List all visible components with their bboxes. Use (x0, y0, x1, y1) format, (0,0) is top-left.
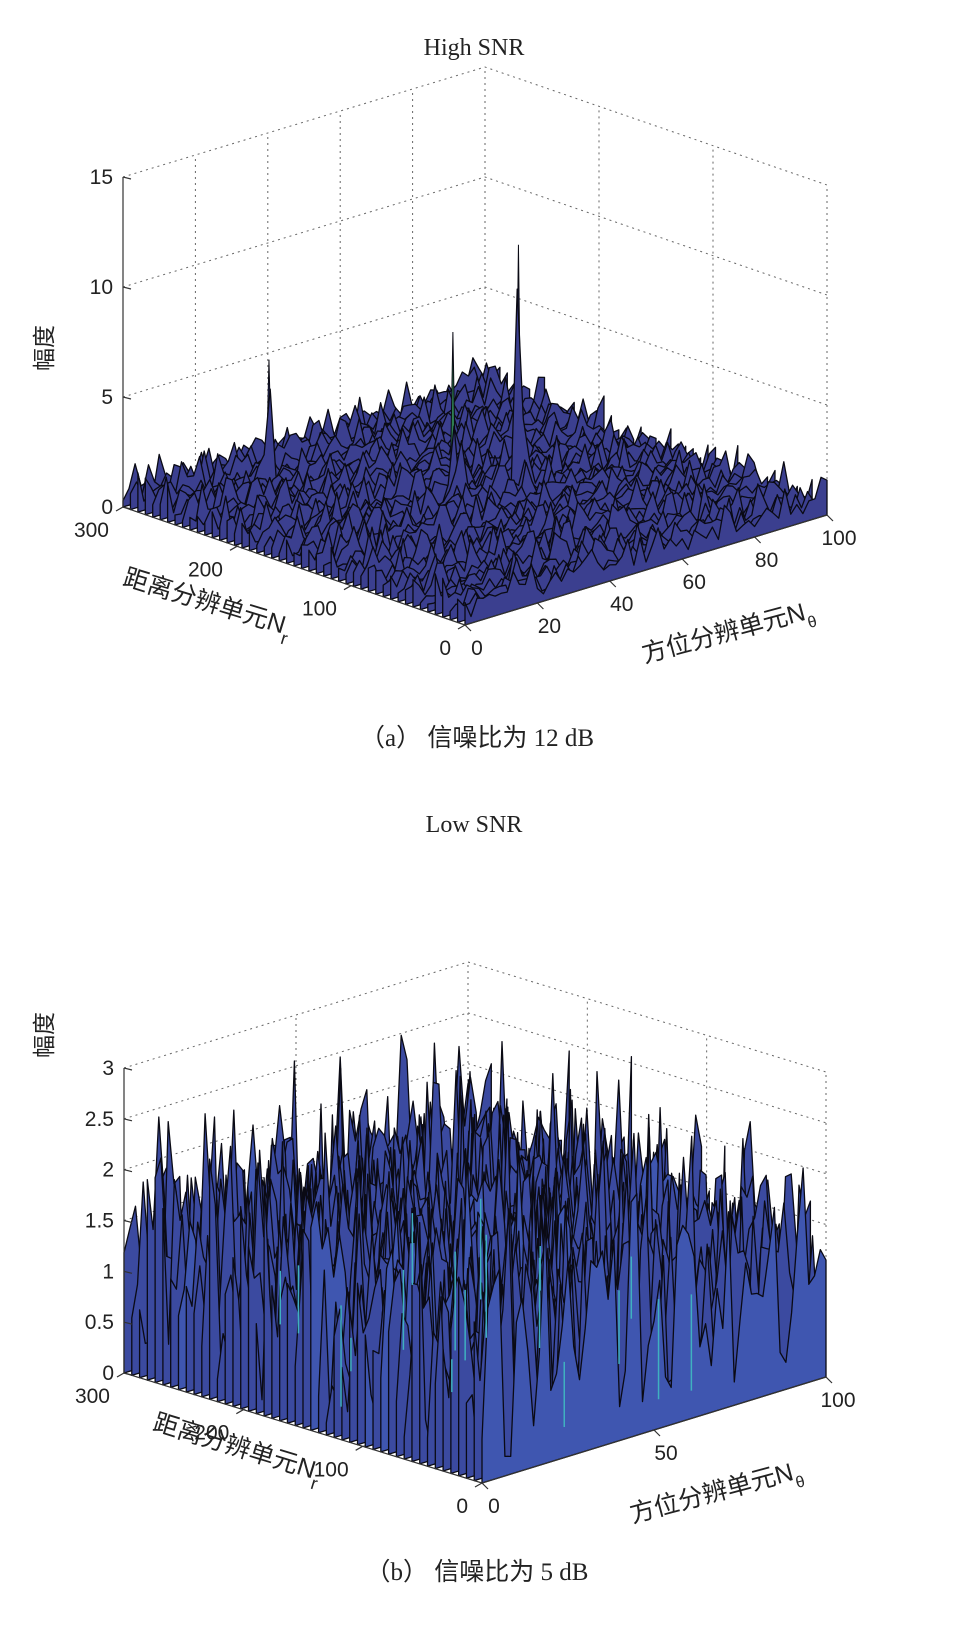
grid-line-z-2 (122, 176, 828, 296)
surface (123, 1034, 827, 1484)
caption-a-text: 信噪比为 12 dB (427, 725, 595, 752)
x-tick-mark-0 (481, 1482, 489, 1490)
y-tick-mark-3 (115, 506, 124, 512)
caption-a-label: （a） (359, 725, 422, 752)
caption-b: （b） 信噪比为 5 dB (0, 1552, 954, 1588)
x-axis-label: 方位分辨单元Nθ (627, 1456, 807, 1535)
y-tick-mark-2 (236, 1409, 244, 1415)
z-tick-mark-3 (122, 176, 132, 180)
x-tick-mark-1 (653, 1429, 661, 1437)
x-tick-label-0: 0 (488, 1495, 500, 1518)
caption-a: （a） 信噪比为 12 dB (0, 718, 954, 754)
chart-title: High SNR (424, 35, 525, 61)
x-tick-mark-2 (825, 1376, 833, 1384)
z-tick-mark-6 (123, 1067, 133, 1071)
y-tick-label-2: 200 (194, 1422, 229, 1445)
x-tick-mark-2 (609, 580, 617, 588)
surface-chart-b: Low SNR 0 0.5 1 1.5 2 2.5 3 0 50 100 0 100 200 300 幅度方位… (31, 812, 856, 1535)
y-tick-mark-0 (457, 624, 466, 630)
z-tick-mark-3 (123, 1219, 133, 1224)
z-tick-mark-2 (122, 286, 132, 290)
z-tick-label-3: 1.5 (85, 1210, 114, 1233)
x-tick-mark-5 (826, 514, 834, 522)
surface-row-46 (464, 476, 828, 626)
z-axis-label: 幅度 (31, 325, 57, 371)
y-tick-label-0: 0 (456, 1495, 468, 1518)
z-tick-label-0: 0 (102, 1362, 114, 1385)
caption-b-label: （b） (365, 1559, 429, 1586)
y-tick-label-3: 300 (74, 519, 109, 542)
y-axis-line (123, 1372, 483, 1484)
chart-panel-a: High SNR 0 5 10 15 0 20 40 60 80 100 0 100 200 300 幅度方位… (0, 0, 954, 800)
x-tick-label-5: 100 (821, 527, 856, 550)
y-tick-label-2: 200 (188, 558, 223, 581)
y-axis-line (122, 506, 466, 626)
y-tick-mark-1 (343, 585, 352, 591)
x-tick-label-2: 100 (820, 1389, 855, 1412)
z-tick-label-1: 5 (101, 386, 113, 409)
chart-panel-b: Low SNR 0 0.5 1 1.5 2 2.5 3 0 50 100 0 100 200 300 幅度方位… (0, 810, 954, 1635)
y-tick-mark-0 (474, 1482, 483, 1488)
y-tick-label-0: 0 (439, 637, 451, 660)
y-tick-mark-2 (229, 545, 238, 551)
z-tick-mark-1 (122, 396, 132, 400)
z-tick-label-4: 2 (102, 1159, 114, 1182)
x-tick-label-1: 50 (654, 1442, 677, 1465)
y-tick-label-1: 100 (314, 1458, 349, 1481)
x-tick-mark-1 (536, 602, 544, 610)
surface (122, 244, 828, 626)
surface-chart-a: High SNR 0 5 10 15 0 20 40 60 80 100 0 100 200 300 幅度方位… (31, 35, 857, 675)
y-tick-mark-3 (116, 1372, 125, 1378)
grid-line-z-6 (123, 961, 827, 1073)
x-axis-label: 方位分辨单元Nθ (639, 596, 819, 675)
z-tick-label-0: 0 (101, 496, 113, 519)
x-tick-label-3: 60 (683, 571, 706, 594)
x-tick-label-4: 80 (755, 549, 778, 572)
z-tick-label-1: 0.5 (85, 1311, 114, 1334)
z-tick-mark-0 (122, 506, 132, 510)
x-axis-line (464, 514, 828, 626)
surface-row-46 (481, 1167, 827, 1484)
z-tick-label-6: 3 (102, 1057, 114, 1080)
z-tick-mark-5 (123, 1118, 133, 1122)
x-tick-label-2: 40 (610, 593, 633, 616)
z-tick-mark-4 (123, 1169, 133, 1173)
x-tick-mark-3 (681, 558, 689, 566)
x-tick-mark-0 (464, 624, 472, 632)
z-tick-label-5: 2.5 (85, 1108, 114, 1131)
z-tick-label-3: 15 (90, 166, 113, 189)
grid-line-z-3 (122, 66, 828, 186)
y-tick-label-3: 300 (75, 1385, 110, 1408)
x-tick-label-1: 20 (538, 615, 561, 638)
x-tick-label-0: 0 (471, 637, 483, 660)
z-tick-label-2: 1 (102, 1260, 114, 1283)
y-tick-label-1: 100 (302, 598, 337, 621)
z-tick-mark-1 (123, 1321, 133, 1325)
caption-b-text: 信噪比为 5 dB (434, 1559, 589, 1586)
surface-row-44 (449, 478, 813, 621)
z-axis-label: 幅度 (31, 1012, 57, 1058)
z-tick-mark-2 (123, 1270, 133, 1274)
z-tick-label-2: 10 (90, 276, 113, 299)
chart-title: Low SNR (426, 812, 523, 838)
x-tick-mark-4 (754, 536, 762, 544)
z-tick-mark-0 (123, 1372, 133, 1376)
y-tick-mark-1 (355, 1445, 363, 1451)
